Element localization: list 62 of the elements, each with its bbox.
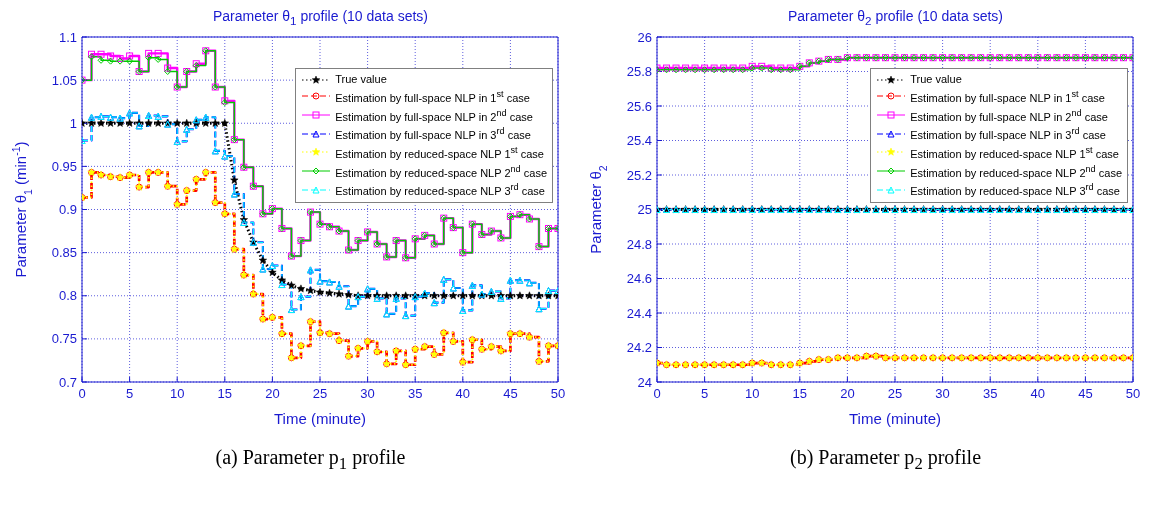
x-tick-label: 0 <box>78 386 86 402</box>
x-tick-label: 30 <box>935 386 950 402</box>
x-tick-label: 20 <box>840 386 855 402</box>
y-tick-label: 25 <box>637 202 652 218</box>
x-tick-label: 50 <box>550 386 566 402</box>
y-tick-label: 0.75 <box>51 331 77 347</box>
legend-label: Estimation by full-space NLP in 3$^{rd}$ case <box>910 125 1106 143</box>
x-tick-label: 30 <box>360 386 375 402</box>
x-axis-title: Time (minute) <box>274 410 366 427</box>
x-tick-label: 10 <box>744 386 760 402</box>
x-tick-label: 5 <box>125 386 134 402</box>
y-tick-label: 0.85 <box>51 245 77 261</box>
legend-label: Estimation by reduced-space NLP 1$^{st}$ case <box>910 143 1119 162</box>
x-tick-label: 50 <box>1125 386 1141 402</box>
legend-label: Estimation by reduced-space NLP 3$^{rd}$ case <box>335 181 545 199</box>
y-tick-label: 24 <box>637 374 652 390</box>
chart-title: Parameter θ$_{1}$ profile (10 data sets) <box>211 8 429 28</box>
legend-label: Estimation by full-space NLP in 2$^{nd}$ case <box>910 106 1108 125</box>
x-tick-label: 20 <box>265 386 280 402</box>
y-tick-label: 25.8 <box>626 64 652 80</box>
x-tick-label: 45 <box>503 386 518 402</box>
x-tick-label: 45 <box>1078 386 1093 402</box>
x-tick-label: 0 <box>653 386 661 402</box>
x-tick-label: 25 <box>312 386 328 402</box>
x-tick-label: 10 <box>169 386 185 402</box>
legend-label: Estimation by full-space NLP in 1$^{st}$ case <box>910 88 1105 106</box>
y-tick-label: 24.4 <box>626 305 652 321</box>
x-tick-label: 35 <box>982 386 998 402</box>
y-tick-label: 25.4 <box>626 133 652 149</box>
x-axis-title: Time (minute) <box>849 410 941 427</box>
x-tick-label: 35 <box>407 386 423 402</box>
y-tick-label: 0.9 <box>58 202 77 218</box>
y-tick-label: 0.7 <box>58 374 77 390</box>
x-tick-label: 40 <box>455 386 471 402</box>
y-tick-label: 26 <box>637 29 652 45</box>
x-tick-label: 25 <box>887 386 903 402</box>
y-tick-label: 24.2 <box>626 340 652 356</box>
legend-label: Estimation by full-space NLP in 1$^{st}$ case <box>335 88 530 106</box>
y-tick-label: 1 <box>69 115 77 131</box>
y-tick-label: 1.05 <box>51 72 77 88</box>
x-tick-label: 15 <box>792 386 808 402</box>
x-tick-label: 40 <box>1030 386 1046 402</box>
y-tick-label: 25.2 <box>626 167 652 183</box>
chart-title: Parameter θ$_{2}$ profile (10 data sets) <box>786 8 1004 28</box>
legend-label: Estimation by full-space NLP in 2$^{nd}$ case <box>335 106 533 125</box>
y-tick-label: 0.8 <box>58 288 77 304</box>
legend-label: Estimation by full-space NLP in 3$^{rd}$ case <box>335 125 531 143</box>
y-tick-label: 0.95 <box>51 158 77 174</box>
y-tick-label: 24.8 <box>626 236 652 252</box>
y-tick-label: 25.6 <box>626 98 652 114</box>
legend-label: True value <box>335 72 387 87</box>
legend-label: Estimation by reduced-space NLP 1$^{st}$ case <box>335 143 544 162</box>
legend-label: Estimation by reduced-space NLP 2$^{nd}$ case <box>335 162 547 181</box>
legend-label: Estimation by reduced-space NLP 3$^{rd}$ case <box>910 181 1120 199</box>
legend-label: Estimation by reduced-space NLP 2$^{nd}$ case <box>910 162 1122 181</box>
text: (b) Parameter p$_{2}$ profile <box>789 446 982 474</box>
x-tick-label: 5 <box>700 386 709 402</box>
x-tick-label: 15 <box>217 386 233 402</box>
text: (a) Parameter p$_{1}$ profile <box>214 446 407 474</box>
y-tick-label: 1.1 <box>58 29 77 45</box>
y-tick-label: 24.6 <box>626 271 652 287</box>
legend-label: True value <box>910 72 962 87</box>
